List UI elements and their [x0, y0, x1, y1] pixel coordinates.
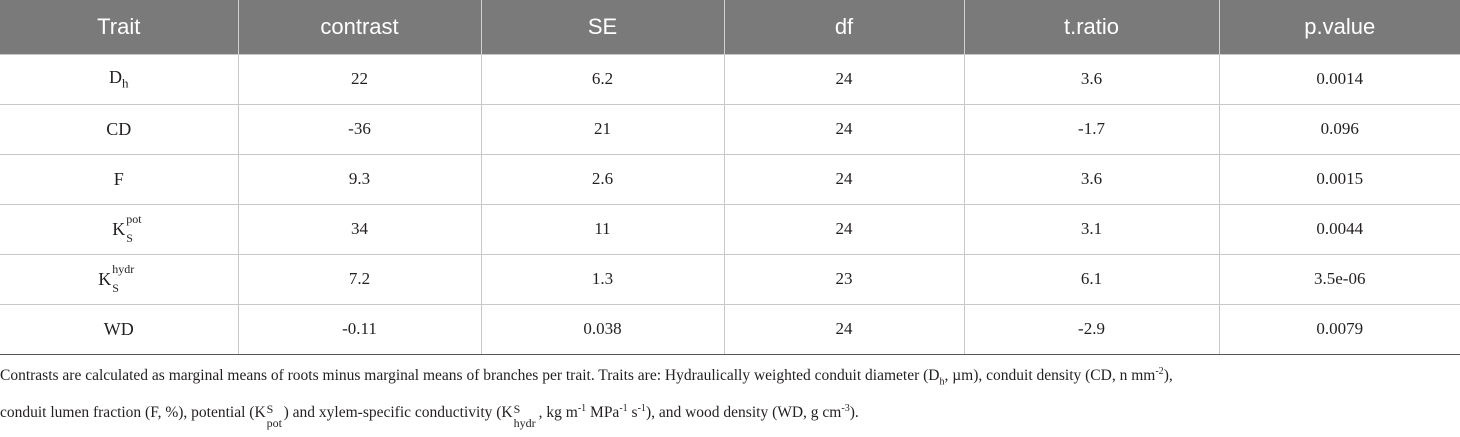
- trait-superscript: hydr: [112, 261, 135, 276]
- se-cell: 1.3: [480, 253, 724, 304]
- df-cell: 24: [723, 103, 964, 154]
- df-cell: 23: [723, 253, 964, 304]
- footnote-superscript: -3: [841, 403, 850, 415]
- footnote-text: ).: [849, 404, 859, 422]
- trait-base: D: [109, 66, 122, 87]
- table-footnote: Contrasts are calculated as marginal mea…: [0, 358, 1460, 430]
- header-df: df: [723, 0, 964, 54]
- table-row: F 9.3 2.6 24 3.6 0.0015: [0, 153, 1460, 204]
- pvalue-cell: 3.5e-06: [1218, 253, 1460, 304]
- footnote-superscript: -1: [577, 403, 587, 415]
- trait-subscript: S: [112, 280, 119, 295]
- contrast-table: Trait contrast SE df t.ratio p.value Dh …: [0, 0, 1460, 355]
- df-cell: 24: [723, 153, 964, 204]
- se-cell: 21: [480, 103, 724, 154]
- footnote-subscript: h: [939, 376, 945, 388]
- footnote-text: ) and xylem-specific conductivity (K: [283, 404, 513, 422]
- footnote-text: Contrasts are calculated as marginal mea…: [0, 367, 940, 385]
- footnote-line-1: Contrasts are calculated as marginal mea…: [0, 358, 1460, 395]
- df-cell: 24: [723, 203, 964, 254]
- footnote-superscript: -2: [1155, 366, 1164, 377]
- se-cell: 11: [480, 203, 724, 254]
- trait-superscript: pot: [126, 211, 142, 226]
- footnote-subscript: S: [513, 402, 521, 417]
- tratio-cell: 3.1: [963, 203, 1219, 254]
- se-cell: 2.6: [480, 153, 724, 204]
- trait-subscript: h: [122, 75, 129, 91]
- pvalue-cell: 0.096: [1218, 103, 1460, 154]
- table-row: WD -0.11 0.038 24 -2.9 0.0079: [0, 303, 1460, 355]
- header-tratio: t.ratio: [963, 0, 1219, 54]
- tratio-cell: 3.6: [963, 153, 1219, 204]
- footnote-text: , kg m: [538, 404, 578, 422]
- tratio-cell: 3.6: [963, 53, 1219, 104]
- table-header-row: Trait contrast SE df t.ratio p.value: [0, 0, 1460, 54]
- pvalue-cell: 0.0015: [1218, 153, 1460, 204]
- contrast-cell: -36: [237, 103, 481, 154]
- trait-base: K: [112, 218, 126, 239]
- contrast-cell: -0.11: [237, 303, 481, 355]
- contrast-cell: 7.2: [237, 253, 481, 304]
- footnote-superscript: -1: [637, 403, 646, 415]
- tratio-cell: -1.7: [963, 103, 1219, 154]
- trait-cell: Dh: [0, 53, 238, 104]
- header-contrast: contrast: [237, 0, 481, 54]
- footnote-text: ),: [1163, 367, 1173, 385]
- pvalue-cell: 0.0044: [1218, 203, 1460, 254]
- footnote-superscript: -1: [619, 403, 628, 415]
- tratio-cell: -2.9: [963, 303, 1219, 355]
- footnote-text: ), and wood density (WD, g cm: [645, 404, 842, 422]
- header-se: SE: [480, 0, 724, 54]
- header-pvalue: p.value: [1218, 0, 1460, 54]
- contrast-cell: 9.3: [237, 153, 481, 204]
- trait-cell: CD: [0, 103, 238, 154]
- pvalue-cell: 0.0014: [1218, 53, 1460, 104]
- trait-base: K: [98, 268, 112, 289]
- df-cell: 24: [723, 303, 964, 355]
- contrast-cell: 22: [237, 53, 481, 104]
- contrast-cell: 34: [237, 203, 481, 254]
- footnote-text: conduit lumen fraction (F, %), potential…: [0, 404, 266, 422]
- trait-cell: WD: [0, 303, 238, 355]
- pvalue-cell: 0.0079: [1218, 303, 1460, 355]
- df-cell: 24: [723, 53, 964, 104]
- header-trait: Trait: [97, 13, 141, 39]
- tratio-cell: 6.1: [963, 253, 1219, 304]
- table-row: CD -36 21 24 -1.7 0.096: [0, 103, 1460, 154]
- se-cell: 6.2: [480, 53, 724, 104]
- trait-cell: F: [0, 153, 238, 204]
- table-row: Dh 22 6.2 24 3.6 0.0014: [0, 53, 1460, 104]
- footnote-text: s: [627, 404, 638, 422]
- footnote-text: , µm), conduit density (CD, n mm: [944, 367, 1156, 385]
- footnote-subscript: S: [266, 402, 274, 417]
- footnote-text: MPa: [586, 404, 620, 422]
- footnote-line-2: conduit lumen fraction (F, %), potential…: [0, 395, 1460, 430]
- trait-subscript: S: [126, 230, 133, 245]
- se-cell: 0.038: [480, 303, 724, 355]
